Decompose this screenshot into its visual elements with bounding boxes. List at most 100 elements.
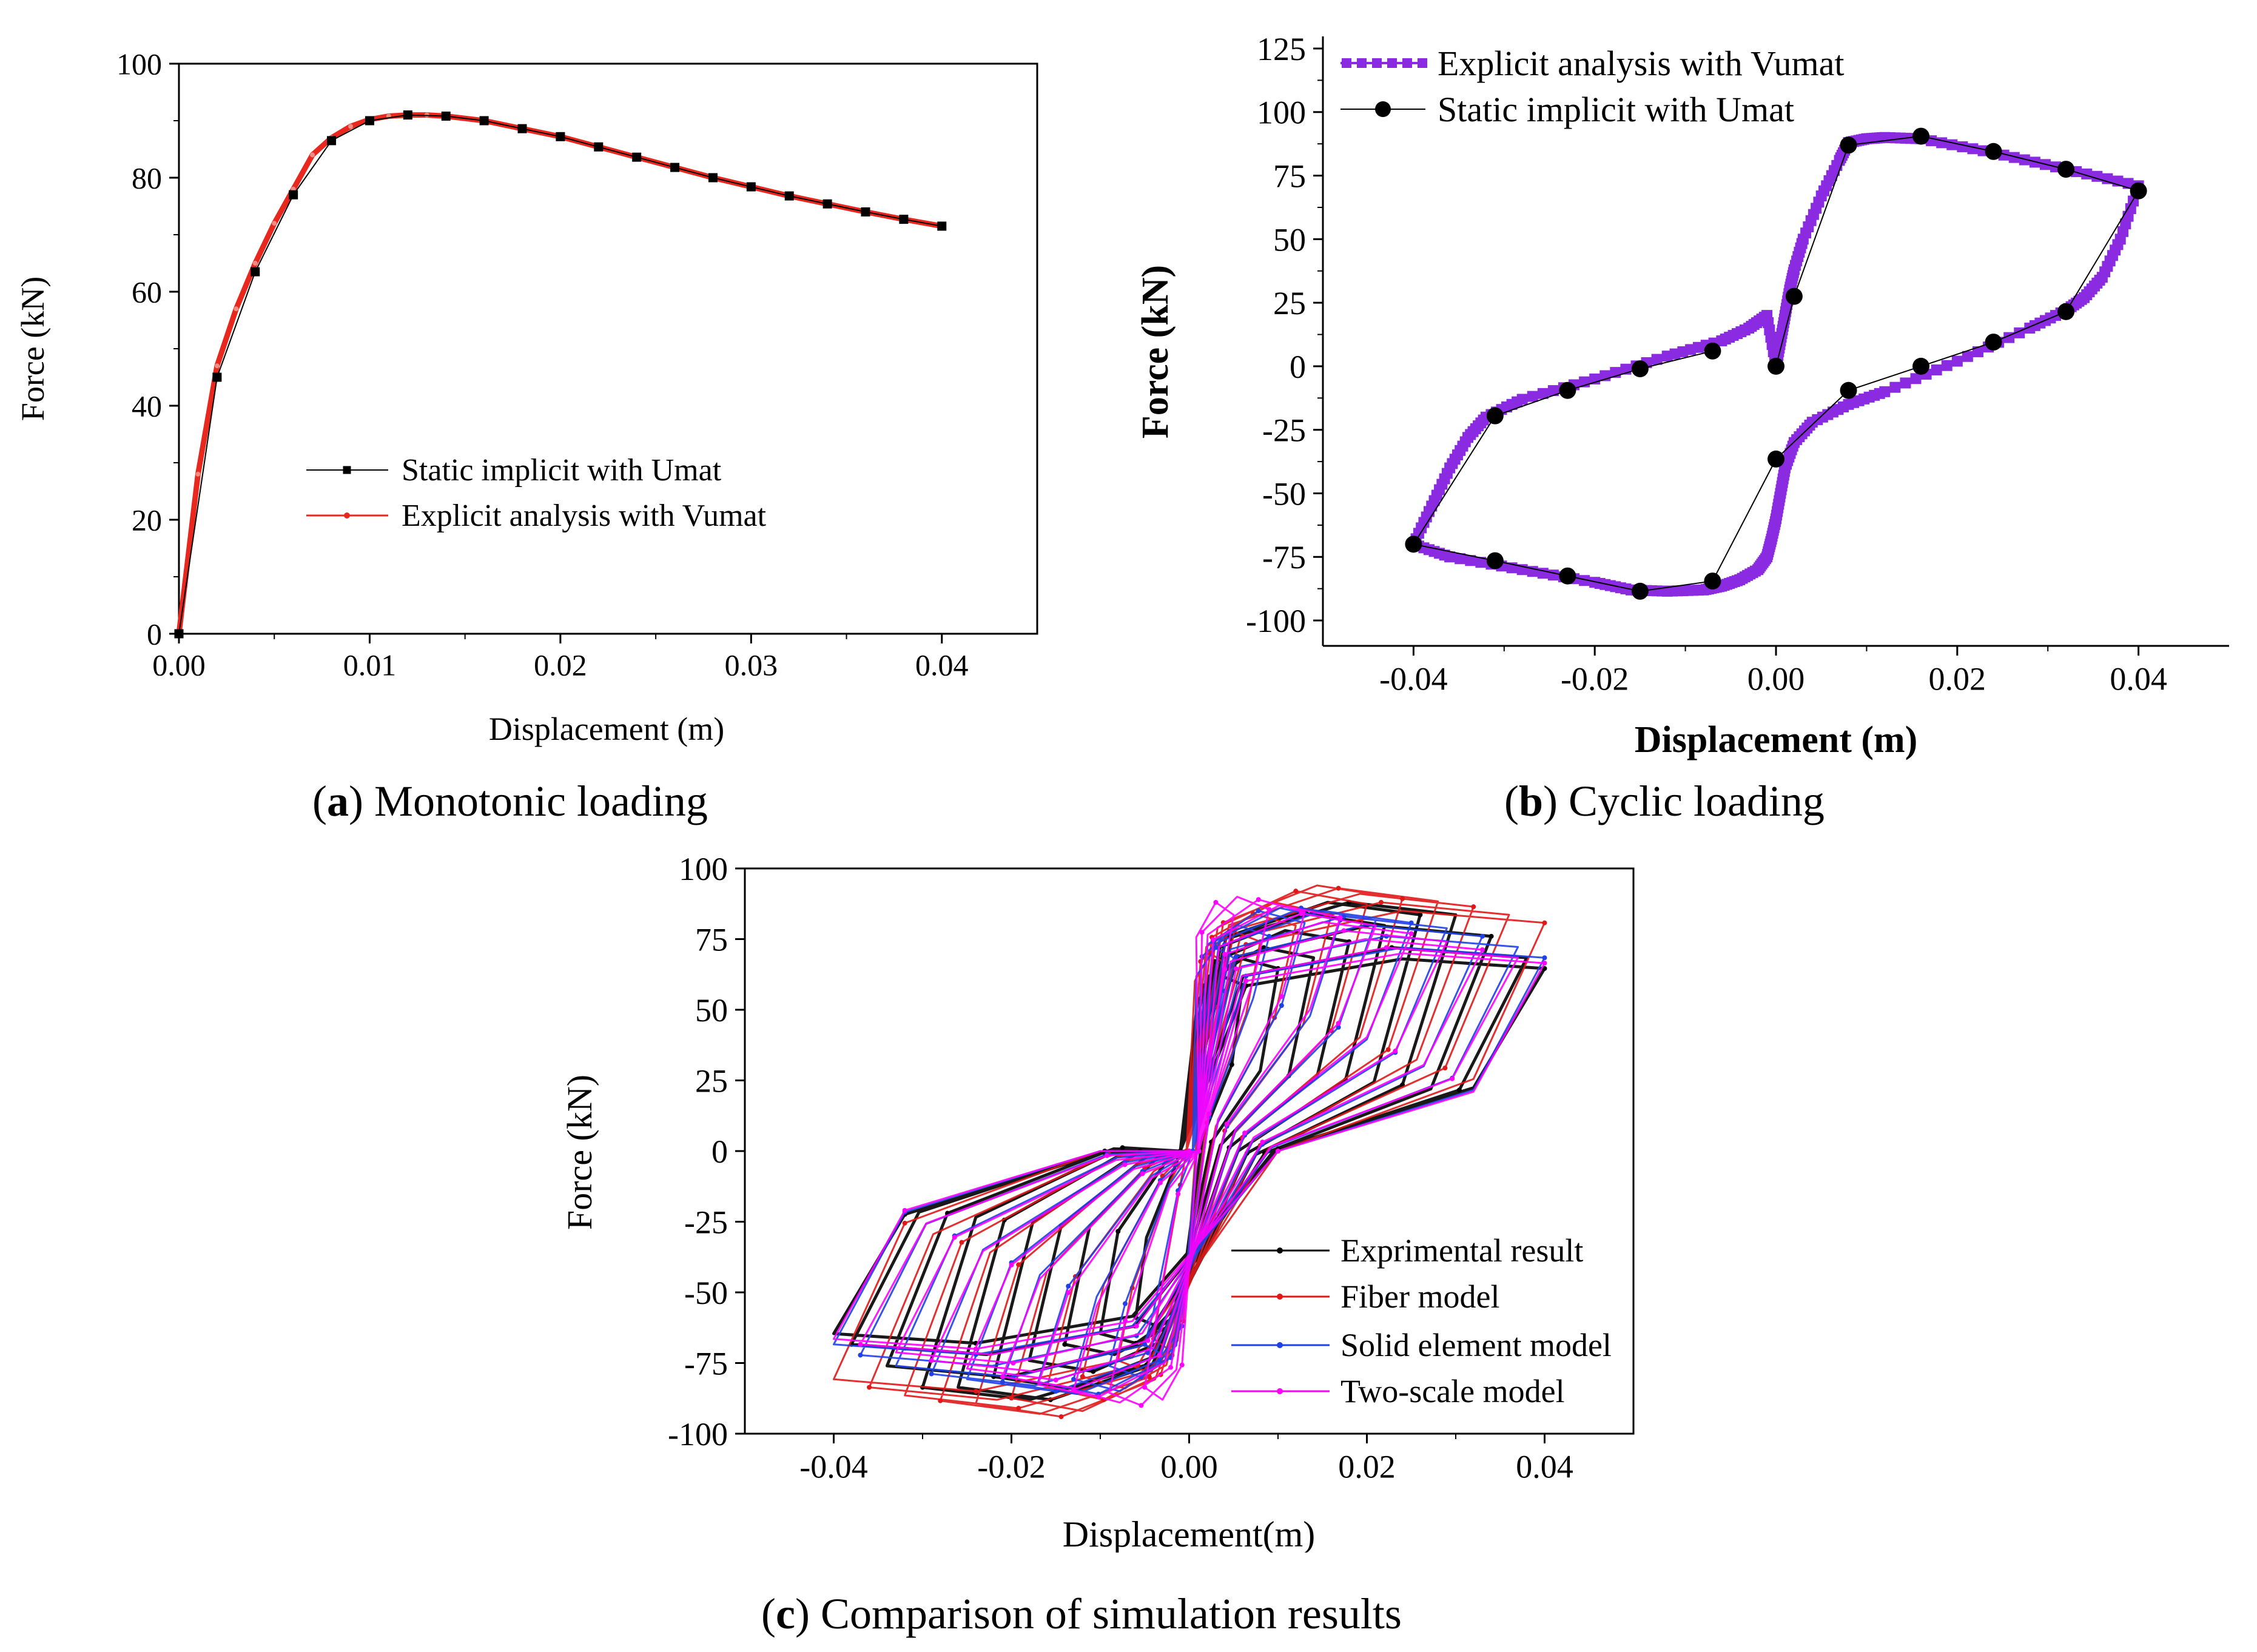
chart-c-point-twoscale [973,1346,978,1352]
chart-b-legend-marker [1375,101,1391,117]
chart-b-point-static [1559,567,1576,585]
chart-a-xtick-label: 0.02 [534,648,587,682]
chart-a-ytick-label: 40 [132,389,162,423]
chart-b-point-static [1768,450,1784,468]
chart-b-legend: Explicit analysis with Vumat Static impli… [1340,44,1844,129]
caption-b: (b) Cyclic loading [1504,777,1825,825]
chart-b-point-static [1985,143,2002,160]
chart-c-point-twoscale [1224,1121,1229,1127]
chart-c-xtick-label: 0.02 [1338,1449,1396,1485]
chart-a: 0.00 0.01 0.02 0.03 0.04 0 20 40 60 80 100 Displac… [15,47,1038,747]
chart-c-point-twoscale [1142,1385,1148,1390]
chart-b-ytick-label: 75 [1273,158,1306,194]
chart-b-point-explicit [1579,575,1590,586]
chart-a-point-static [556,132,565,141]
chart-b-ylabel: Force (kN) [1135,265,1176,438]
chart-c-point-twoscale [1157,1352,1162,1358]
caption-b-text: Cyclic loading [1569,777,1825,825]
chart-b-point-explicit [1547,385,1559,397]
chart-a-point-static [632,152,642,162]
chart-b-point-explicit [1910,373,1922,384]
chart-c-point-fiber [1385,1047,1391,1052]
chart-c-ytick-label: -25 [684,1204,728,1240]
chart-c-ytick-label: 25 [695,1063,728,1099]
chart-b-point-explicit [1651,354,1663,365]
chart-c-xtick-label: -0.02 [977,1449,1045,1485]
chart-c-point-experimental [1062,1341,1068,1347]
chart-c-point-twoscale [1243,978,1249,984]
chart-b-xtick-label: 0.00 [1747,661,1805,697]
chart-c-ytick-label: -50 [684,1275,728,1311]
chart-c-point-fiber [973,1389,978,1394]
chart-c-point-solid [1233,954,1239,959]
caption-c: (c) Comparison of simulation results [761,1590,1402,1638]
chart-c-point-fiber [902,1220,907,1226]
chart-c-point-solid [1542,955,1547,961]
chart-c-point-twoscale [1123,1318,1128,1323]
chart-c-point-twoscale [858,1341,863,1347]
chart-a-xlabel: Displacement (m) [489,711,724,747]
chart-b-point-explicit [1931,364,1942,375]
chart-c-point-twoscale [1242,1130,1248,1136]
chart-b-point-static [1704,572,1721,590]
chart-c-point-twoscale [1211,937,1216,942]
chart-b-point-explicit [1941,360,1953,371]
chart-c-point-twoscale [1139,1403,1144,1408]
chart-c-point-solid [1157,1357,1162,1363]
chart-c-point-solid [1000,1379,1005,1385]
chart-c-point-twoscale [1408,931,1414,936]
chart-c-point-fiber [1442,1065,1448,1070]
chart-c-point-fiber [1058,1414,1064,1420]
chart-c-point-fiber [1378,899,1384,905]
chart-b-xtick-label: -0.04 [1379,661,1447,697]
chart-a-xtick-label: 0.04 [915,648,969,682]
chart-a-point-static [251,267,260,277]
chart-c-point-fiber [1016,1262,1021,1268]
chart-c-point-fiber [1542,920,1547,925]
chart-b-point-explicit [1946,139,1958,150]
chart-a-point-explicit [234,306,239,312]
chart-c-xtick-label: 0.00 [1160,1449,1218,1485]
chart-b-point-static [1405,536,1422,553]
chart-b-ytick-label: 0 [1290,349,1306,385]
caption-a-letter: a [326,777,349,825]
chart-c-point-experimental [1542,965,1547,971]
chart-c-point-twoscale [1179,1362,1185,1368]
chart-a-xtick-label: 0.01 [343,648,397,682]
chart-b: -0.04 -0.02 0.00 0.02 0.04 125 100 75 50 25 0 -25 -5… [1135,31,2229,761]
chart-c-legend-solid-marker [1277,1342,1283,1348]
chart-b-legend-marker [1387,58,1397,68]
chart-a-point-static [517,124,527,133]
chart-b-point-explicit [1537,388,1549,399]
chart-c-point-twoscale [1542,961,1547,966]
chart-b-point-explicit [1475,557,1487,568]
chart-c-point-twoscale [1134,1323,1139,1329]
chart-c-point-fiber [1146,1374,1152,1380]
chart-a-xtick-label: 0.00 [152,648,206,682]
chart-c-point-solid [1213,945,1219,950]
chart-a-point-static [899,215,909,224]
chart-c-point-twoscale [1176,1191,1181,1197]
chart-c-point-solid [1266,933,1272,939]
chart-c-point-solid [1256,908,1261,913]
chart-c-point-experimental [1418,912,1423,918]
chart-c-ylabel: Force (kN) [560,1075,599,1230]
chart-c-point-solid [1336,1024,1341,1030]
chart-b-legend-marker [1342,58,1351,68]
chart-a-point-static [594,142,604,152]
chart-a-legend-label: Explicit analysis with Vumat [402,499,767,533]
chart-b-point-explicit [1455,553,1466,565]
chart-b-point-explicit [1900,377,1911,389]
chart-c-point-twoscale [1206,1111,1212,1116]
chart-c-point-solid [1053,1389,1058,1394]
chart-a-point-static [441,111,451,121]
chart-c-point-experimental [1120,1145,1125,1150]
chart-c-point-experimental [1115,1229,1121,1234]
chart-c-point-solid [1123,1301,1128,1306]
chart-a-legend: Static implicit with Umat Explicit analys… [306,453,767,533]
chart-c-point-solid [1279,1003,1284,1009]
chart-c-point-twoscale [1260,1140,1265,1145]
chart-b-ytick-label: -75 [1262,539,1306,576]
chart-c-point-fiber [1009,1395,1014,1401]
chart-c-point-fiber [1471,904,1476,910]
